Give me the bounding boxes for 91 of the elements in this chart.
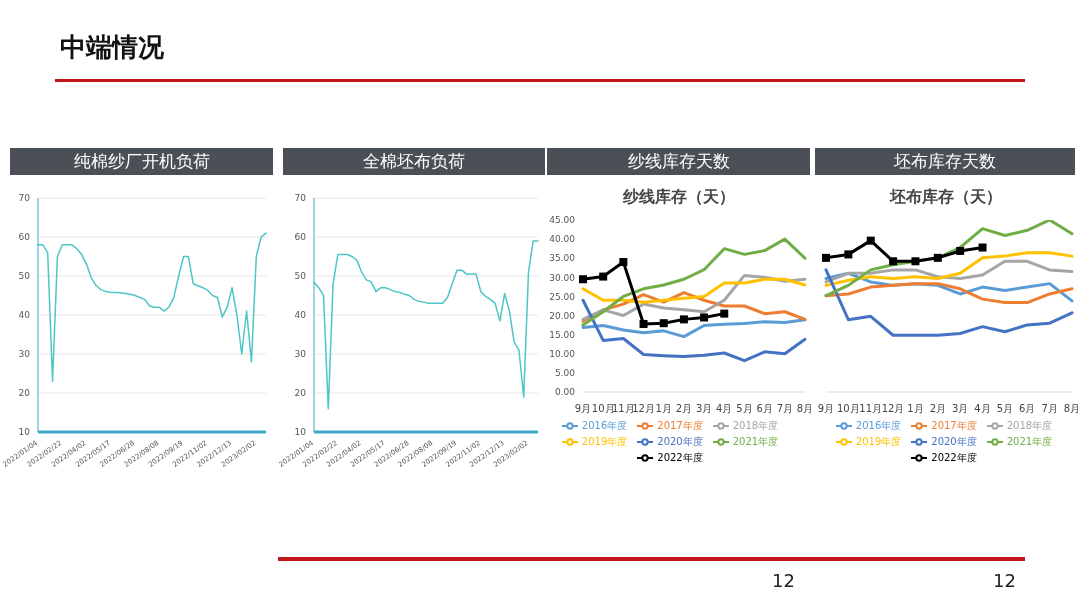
x-tick-label: 12月 [881,403,905,414]
legend-label: 2019年度 [581,436,628,447]
chart-title: 全棉坯布负荷 [283,148,545,175]
x-tick-label: 4月 [716,403,733,414]
y-tick-label: 70 [294,193,307,204]
legend-label: 2018年度 [732,420,779,431]
x-tick-label: 7月 [1041,403,1058,414]
x-tick-label: 11月 [859,403,883,414]
y-tick-label: 25.00 [549,291,576,302]
line-series [581,237,807,327]
y-tick-label: 50 [294,271,307,282]
text: 12 [772,570,795,591]
y-tick-label: 30 [18,349,31,360]
point [639,319,648,328]
legend-label: 2022年度 [657,452,703,463]
y-tick-label: 20 [294,388,307,399]
y-tick-label: 50 [18,271,31,282]
point [679,315,688,324]
point [911,257,920,266]
chart-title: 坯布库存天数 [815,148,1075,175]
x-tick-label: 6月 [1019,403,1036,414]
y-tick-label: 35.00 [549,253,576,264]
y-tick-label: 5.00 [554,368,576,379]
point [619,258,628,267]
point [822,253,830,262]
chart-subtitle: 坯布库存（天） [888,186,1003,208]
point [889,257,898,266]
y-tick-label: 20.00 [549,310,576,321]
x-tick-label: 8月 [1063,403,1080,414]
x-tick-label: 5月 [996,403,1014,414]
x-tick-label: 3月 [695,403,713,414]
y-tick-label: 30 [294,349,307,360]
line-series [581,318,807,339]
legend-label: 2021年度 [732,436,779,447]
x-tick-label: 5月 [736,403,753,414]
text: 中端情况 [60,31,164,64]
x-tick-label: 10月 [837,403,860,414]
point [599,272,608,281]
x-tick-label: 3月 [951,403,969,414]
legend-label: 2020年度 [931,436,977,447]
y-tick-label: 40.00 [549,234,576,245]
point [978,243,987,252]
y-tick-label: 15.00 [549,329,576,340]
point [720,309,729,318]
line-series [581,298,807,363]
x-tick-label: 9月 [817,403,835,414]
y-tick-label: 10 [294,427,307,438]
line-series [581,277,807,304]
x-tick-label: 6月 [756,403,773,414]
text: 12 [993,570,1016,591]
legend-label: 2017年度 [931,420,977,431]
line-series [313,240,539,410]
legend-label: 2021年度 [1006,436,1053,447]
y-tick-label: 20 [18,388,31,399]
y-tick-label: 30.00 [549,272,576,283]
x-tick-label: 2月 [929,403,947,414]
x-tick-label: 8月 [796,403,814,414]
legend-label: 2020年度 [657,436,703,447]
y-tick-label: 0.00 [554,387,576,398]
y-tick-label: 45.00 [549,215,576,226]
point [956,246,965,255]
y-tick-label: 60 [294,232,307,243]
x-tick-label: 1月 [907,403,924,414]
x-tick-label: 1月 [655,403,672,414]
y-tick-label: 10.00 [549,348,576,359]
chart-title: 纱线库存天数 [547,148,810,175]
point [844,250,853,259]
x-tick-label: 7月 [776,403,794,414]
x-tick-label: 2月 [675,403,693,414]
y-tick-label: 70 [18,193,31,204]
legend-label: 2017年度 [657,420,703,431]
point [700,313,709,322]
chart-subtitle: 纱线库存（天） [622,186,736,208]
point [579,275,587,284]
y-tick-label: 40 [294,310,307,321]
y-tick-label: 40 [18,310,31,321]
legend-label: 2018年度 [1006,420,1053,431]
y-tick-label: 10 [18,427,31,438]
line-series [37,232,267,383]
legend-label: 2016年度 [581,420,628,431]
point [866,236,875,245]
y-tick-label: 60 [18,232,31,243]
legend-label: 2019年度 [855,436,902,447]
point [933,253,942,262]
x-tick-label: 9月 [574,403,592,414]
x-tick-label: 4月 [974,403,991,414]
point [659,319,668,328]
legend-label: 2022年度 [931,452,977,463]
legend-label: 2016年度 [855,420,902,431]
chart-title: 纯棉纱厂开机负荷 [10,148,273,175]
x-tick-label: 12月 [632,403,655,414]
